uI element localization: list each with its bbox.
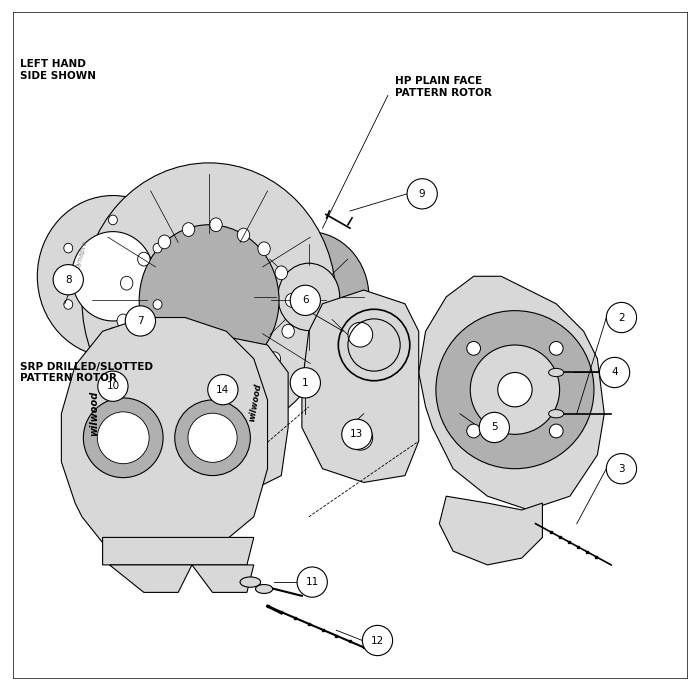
Ellipse shape	[286, 293, 298, 307]
Ellipse shape	[240, 577, 260, 587]
Text: 7: 7	[137, 316, 144, 326]
Text: 1: 1	[302, 378, 309, 388]
Circle shape	[97, 412, 149, 464]
Ellipse shape	[64, 299, 73, 309]
Ellipse shape	[248, 373, 260, 386]
Circle shape	[98, 371, 128, 402]
Circle shape	[407, 179, 438, 209]
Polygon shape	[62, 317, 267, 565]
Polygon shape	[192, 565, 254, 593]
Circle shape	[550, 424, 563, 438]
Ellipse shape	[139, 225, 279, 376]
Ellipse shape	[275, 266, 288, 279]
Circle shape	[208, 375, 238, 405]
Ellipse shape	[117, 314, 130, 328]
Text: 9: 9	[419, 189, 426, 199]
Ellipse shape	[120, 276, 133, 290]
Ellipse shape	[158, 235, 171, 249]
Text: HP PLAIN FACE
PATTERN ROTOR: HP PLAIN FACE PATTERN ROTOR	[395, 77, 491, 98]
Circle shape	[599, 357, 630, 388]
Polygon shape	[440, 496, 542, 565]
Circle shape	[290, 285, 321, 315]
Ellipse shape	[549, 368, 564, 377]
Circle shape	[363, 625, 393, 655]
Circle shape	[125, 306, 155, 336]
Text: wilwood: wilwood	[89, 391, 99, 436]
Circle shape	[606, 453, 636, 484]
Text: 5: 5	[491, 422, 498, 433]
Text: 6: 6	[302, 295, 309, 306]
Text: 12: 12	[371, 635, 384, 646]
Polygon shape	[172, 256, 267, 352]
Circle shape	[188, 413, 237, 462]
Circle shape	[480, 413, 510, 442]
Ellipse shape	[282, 324, 294, 338]
Polygon shape	[109, 565, 192, 593]
Ellipse shape	[227, 386, 239, 400]
Text: 8: 8	[65, 275, 71, 285]
Circle shape	[470, 345, 559, 434]
Circle shape	[290, 368, 321, 398]
Ellipse shape	[237, 228, 250, 242]
Ellipse shape	[108, 328, 118, 337]
Ellipse shape	[248, 232, 369, 362]
Ellipse shape	[138, 253, 150, 266]
Circle shape	[83, 398, 163, 477]
Circle shape	[606, 302, 636, 333]
Polygon shape	[419, 276, 604, 510]
Circle shape	[467, 342, 480, 355]
Ellipse shape	[37, 195, 188, 357]
Polygon shape	[206, 338, 288, 489]
Ellipse shape	[172, 386, 184, 400]
Text: 13: 13	[350, 429, 363, 440]
Ellipse shape	[182, 223, 195, 237]
Ellipse shape	[268, 352, 281, 366]
Circle shape	[348, 322, 372, 347]
Ellipse shape	[153, 244, 162, 253]
Ellipse shape	[71, 232, 154, 321]
Ellipse shape	[64, 244, 73, 253]
Circle shape	[53, 264, 83, 295]
Text: LEFT HAND
SIDE SHOWN: LEFT HAND SIDE SHOWN	[20, 59, 96, 81]
Text: Dynapro: Dynapro	[75, 240, 89, 270]
Text: 2: 2	[618, 313, 625, 322]
Ellipse shape	[258, 242, 270, 256]
Text: 11: 11	[306, 577, 318, 587]
Circle shape	[550, 342, 563, 355]
Circle shape	[467, 424, 480, 438]
Circle shape	[436, 310, 594, 469]
Text: SRP DRILLED/SLOTTED
PATTERN ROTOR: SRP DRILLED/SLOTTED PATTERN ROTOR	[20, 362, 153, 383]
Circle shape	[342, 420, 372, 449]
Ellipse shape	[148, 369, 160, 383]
Ellipse shape	[131, 345, 143, 359]
Polygon shape	[103, 538, 254, 565]
Ellipse shape	[199, 393, 212, 407]
Text: wilwood: wilwood	[247, 383, 262, 422]
Ellipse shape	[256, 584, 273, 593]
Text: 3: 3	[618, 464, 625, 474]
Polygon shape	[302, 290, 419, 482]
Text: 4: 4	[611, 368, 618, 377]
Circle shape	[348, 426, 372, 450]
Ellipse shape	[278, 263, 340, 331]
Circle shape	[175, 400, 251, 475]
Ellipse shape	[153, 299, 162, 309]
Circle shape	[498, 373, 532, 407]
Ellipse shape	[549, 410, 564, 418]
Text: 14: 14	[216, 384, 230, 395]
Ellipse shape	[82, 163, 336, 437]
Circle shape	[297, 567, 328, 598]
Ellipse shape	[108, 215, 118, 225]
Text: 10: 10	[106, 382, 120, 391]
Ellipse shape	[210, 218, 222, 232]
